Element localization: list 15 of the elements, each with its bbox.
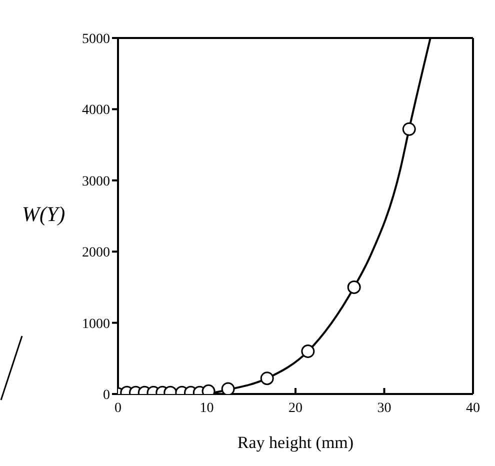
- y-tick-label: 5000: [82, 32, 110, 47]
- x-tick-label: 30: [377, 400, 392, 416]
- y-axis-title: W(Y): [22, 202, 66, 227]
- x-tick-label: 20: [288, 400, 302, 416]
- x-tick-label: 0: [114, 400, 122, 416]
- x-axis-title: Ray height (mm): [237, 433, 354, 452]
- point: [402, 122, 416, 136]
- y-tick-label: 0: [103, 388, 110, 403]
- y-tick-label: 2000: [82, 246, 110, 261]
- x-tick-label: 10: [200, 400, 214, 416]
- x-tick-label: 40: [466, 400, 480, 416]
- point: [347, 280, 361, 294]
- y-tick-label: 3000: [82, 174, 110, 190]
- y-tick-label: 1000: [82, 316, 110, 332]
- y-tick-label: 4000: [82, 103, 110, 118]
